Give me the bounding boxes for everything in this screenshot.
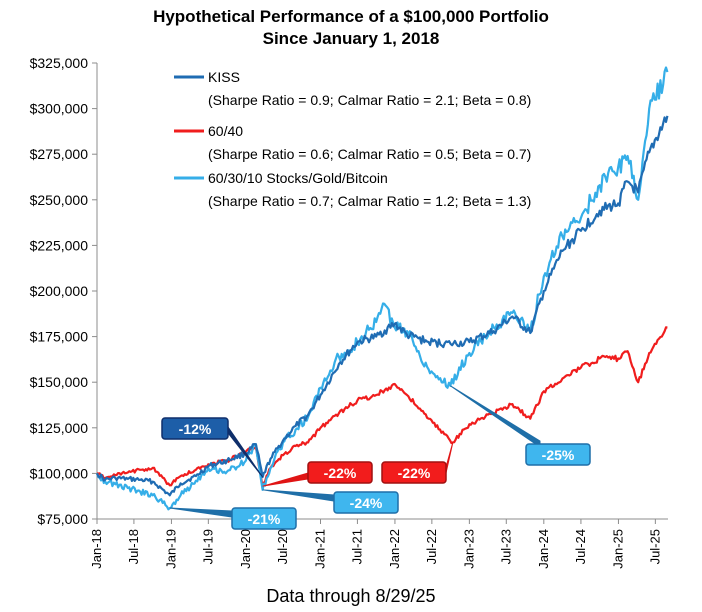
callout-label: -24%	[350, 495, 383, 511]
x-tick-label: Jul-20	[275, 529, 290, 564]
y-tick-label: $75,000	[37, 511, 88, 527]
callout-label: -22%	[324, 465, 357, 481]
tick-labels: $75,000 $100,000 $125,000 $150,000 $175,000 $…	[30, 55, 663, 569]
x-tick-label: Jan-22	[387, 529, 402, 569]
legend: KISS (Sharpe Ratio = 0.9; Calmar Ratio = …	[174, 69, 531, 209]
series-line	[95, 66, 669, 511]
y-tick-label: $100,000	[30, 465, 89, 481]
series-line	[96, 326, 668, 488]
y-tick-label: $200,000	[30, 283, 89, 299]
x-tick-label: Jul-25	[647, 529, 662, 564]
x-tick-label: Jul-23	[498, 529, 513, 564]
callout-label: -21%	[248, 511, 281, 527]
series-line	[96, 115, 669, 497]
chart-subtitle: Since January 1, 2018	[262, 29, 440, 48]
legend-series-name: 60/30/10 Stocks/Gold/Bitcoin	[208, 170, 388, 186]
chart-title: Hypothetical Performance of a $100,000 P…	[153, 7, 549, 26]
y-tick-label: $225,000	[30, 237, 89, 253]
legend-series-name: 60/40	[208, 123, 243, 139]
callout-pointer	[169, 507, 233, 518]
x-tick-label: Jul-22	[424, 529, 439, 564]
callout-label: -22%	[398, 465, 431, 481]
x-tick-label: Jan-24	[536, 529, 551, 569]
y-tick-label: $125,000	[30, 420, 89, 436]
x-tick-label: Jan-18	[89, 529, 104, 569]
x-tick-label: Jul-19	[200, 529, 215, 564]
y-tick-label: $175,000	[30, 329, 89, 345]
x-tick-label: Jan-19	[163, 529, 178, 569]
x-tick-label: Jan-25	[610, 529, 625, 569]
x-tick-label: Jul-21	[349, 529, 364, 564]
x-tick-label: Jul-18	[126, 529, 141, 564]
callout-pointer	[262, 489, 335, 502]
y-tick-label: $325,000	[30, 55, 89, 71]
legend-series-stats: (Sharpe Ratio = 0.6; Calmar Ratio = 0.5;…	[208, 146, 531, 162]
axes	[92, 62, 668, 524]
legend-series-stats: (Sharpe Ratio = 0.9; Calmar Ratio = 2.1;…	[208, 92, 531, 108]
drawdown-annotations: -12% -21% -22% -24% -22% -25%	[161, 385, 591, 530]
x-tick-label: Jan-21	[313, 529, 328, 569]
data-through-note: Data through 8/29/25	[266, 586, 436, 606]
y-tick-label: $300,000	[30, 101, 89, 117]
x-tick-label: Jan-23	[461, 529, 476, 569]
y-tick-label: $275,000	[30, 146, 89, 162]
callout-box	[161, 417, 229, 440]
x-tick-label: Jul-24	[573, 529, 588, 564]
legend-series-stats: (Sharpe Ratio = 0.7; Calmar Ratio = 1.2;…	[208, 193, 531, 209]
callout-box	[307, 461, 373, 484]
callout-box	[333, 491, 399, 514]
chart-title-block: Hypothetical Performance of a $100,000 P…	[0, 6, 702, 50]
callout-box	[231, 507, 297, 530]
callout-box	[381, 461, 447, 484]
legend-series-name: KISS	[208, 69, 240, 85]
series-lines	[95, 66, 669, 511]
y-tick-label: $150,000	[30, 374, 89, 390]
callout-box	[525, 443, 591, 466]
callout-label: -12%	[179, 421, 212, 437]
x-tick-label: Jan-20	[238, 529, 253, 569]
y-tick-label: $250,000	[30, 192, 89, 208]
callout-pointer	[445, 442, 454, 474]
callout-label: -25%	[542, 447, 575, 463]
